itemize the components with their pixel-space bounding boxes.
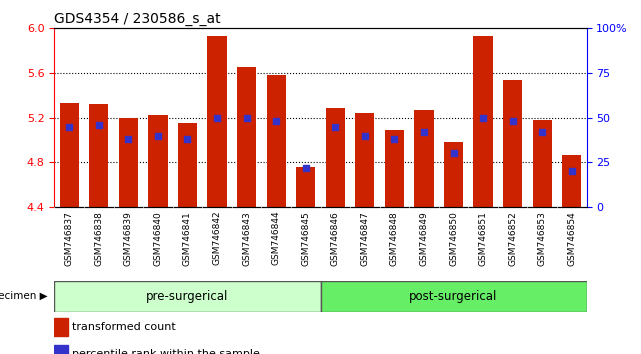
Point [242, 115, 252, 121]
Point [301, 165, 311, 171]
Text: transformed count: transformed count [72, 321, 175, 332]
Bar [119, 118, 138, 207]
Point [478, 115, 488, 121]
Text: GSM746847: GSM746847 [360, 211, 369, 266]
Bar [355, 113, 374, 207]
Text: GSM746853: GSM746853 [538, 211, 547, 266]
Point [389, 136, 399, 142]
Point [330, 124, 340, 130]
Point [183, 136, 193, 142]
Bar [54, 318, 68, 336]
Point [153, 133, 163, 138]
Text: GSM746854: GSM746854 [567, 211, 576, 266]
Point [94, 122, 104, 128]
Bar [267, 75, 286, 207]
Point [360, 133, 370, 138]
Bar [326, 108, 345, 207]
Bar [89, 104, 108, 207]
Point [537, 129, 547, 135]
Bar [503, 80, 522, 207]
Text: GSM746840: GSM746840 [153, 211, 162, 266]
Text: GSM746841: GSM746841 [183, 211, 192, 266]
Text: GSM746849: GSM746849 [419, 211, 428, 266]
Bar [148, 115, 167, 207]
Bar [54, 281, 320, 312]
Text: GSM746842: GSM746842 [213, 211, 222, 266]
Bar [296, 167, 315, 207]
Bar [414, 110, 433, 207]
Text: GSM746839: GSM746839 [124, 211, 133, 266]
Bar [385, 130, 404, 207]
Text: GSM746848: GSM746848 [390, 211, 399, 266]
Bar [54, 345, 68, 354]
Bar [208, 36, 227, 207]
Text: GSM746844: GSM746844 [272, 211, 281, 266]
Bar [178, 123, 197, 207]
Text: GSM746843: GSM746843 [242, 211, 251, 266]
Point [448, 151, 458, 156]
Text: GSM746838: GSM746838 [94, 211, 103, 266]
Bar [237, 67, 256, 207]
Text: GSM746850: GSM746850 [449, 211, 458, 266]
Text: post-surgerical: post-surgerical [410, 290, 497, 303]
Point [508, 119, 518, 124]
Text: GSM746845: GSM746845 [301, 211, 310, 266]
Point [123, 136, 133, 142]
Point [567, 169, 577, 174]
Bar [60, 103, 79, 207]
Text: GSM746846: GSM746846 [331, 211, 340, 266]
Bar [562, 155, 581, 207]
Text: GSM746837: GSM746837 [65, 211, 74, 266]
Text: GSM746852: GSM746852 [508, 211, 517, 266]
Text: pre-surgerical: pre-surgerical [146, 290, 229, 303]
Point [271, 119, 281, 124]
Text: percentile rank within the sample: percentile rank within the sample [72, 349, 260, 354]
Bar [474, 36, 493, 207]
Text: GDS4354 / 230586_s_at: GDS4354 / 230586_s_at [54, 12, 221, 26]
Bar [320, 281, 587, 312]
Text: GSM746851: GSM746851 [479, 211, 488, 266]
Bar [533, 120, 552, 207]
Point [212, 115, 222, 121]
Bar [444, 142, 463, 207]
Point [419, 129, 429, 135]
Text: specimen ▶: specimen ▶ [0, 291, 48, 302]
Point [64, 124, 74, 130]
